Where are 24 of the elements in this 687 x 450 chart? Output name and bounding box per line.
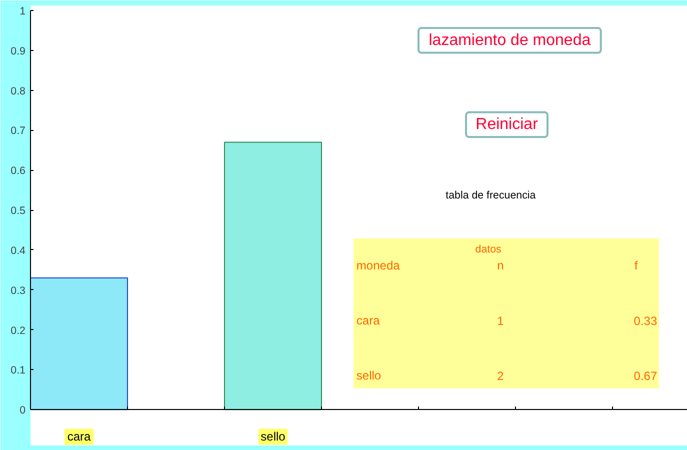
text: tabla de frecuencia (446, 190, 536, 202)
text: 2 (497, 369, 504, 384)
text: datos (475, 244, 502, 256)
category-label: cara (356, 314, 380, 328)
annotation: moneda (356, 258, 400, 273)
text: f (634, 258, 638, 273)
y-tick-label: 0.1 (10, 364, 26, 377)
y-tick-label: 0.2 (10, 324, 26, 337)
category-label: sello (356, 368, 382, 383)
text: Reiniciar (476, 116, 539, 134)
y-tick-label: 0.6 (10, 165, 26, 178)
text: 1 (497, 314, 504, 328)
text: 0.67 (634, 369, 658, 384)
y-tick-label: 0 (20, 404, 26, 417)
y-tick-label: 0.7 (10, 125, 26, 138)
y-tick-label: 0.9 (10, 45, 26, 58)
y-tick-label: 1 (20, 5, 26, 18)
y-tick-label: 0.5 (10, 205, 26, 218)
y-tick-label: 0.8 (10, 85, 26, 98)
text: 0.33 (634, 314, 658, 328)
text: lazamiento de moneda (428, 32, 591, 49)
y-tick-label: 0.4 (10, 244, 26, 257)
y-tick-label: 0.3 (10, 284, 26, 297)
text: n (497, 258, 504, 273)
